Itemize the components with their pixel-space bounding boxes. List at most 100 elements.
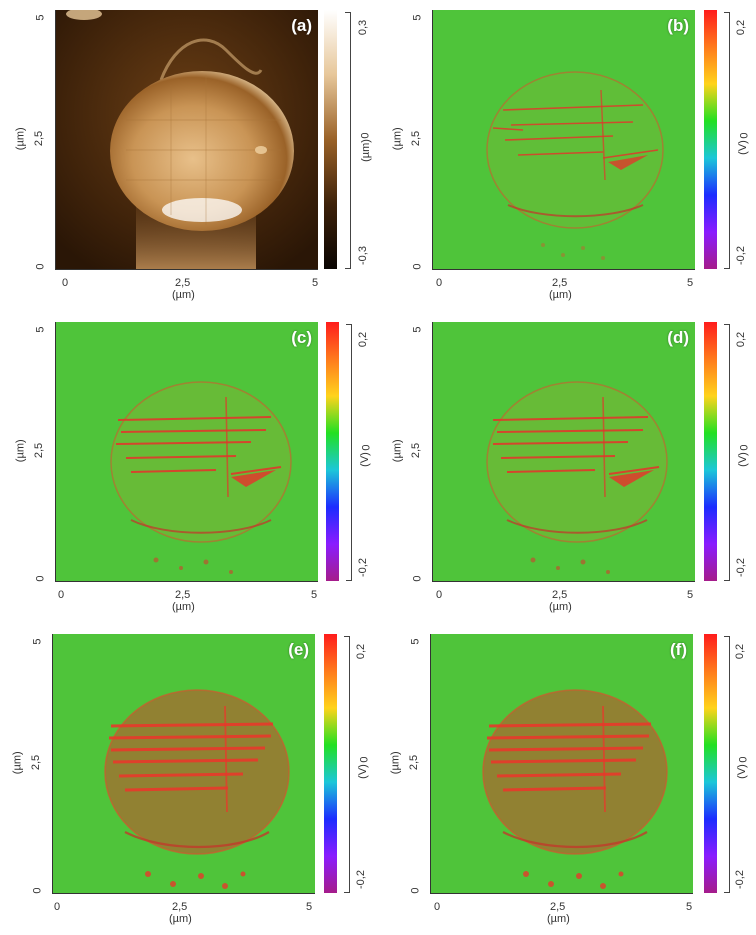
panel-c-colorbar-bracket <box>346 324 352 581</box>
panel-a-cb-top: 0,3 <box>357 19 370 36</box>
panel-d-label: (d) <box>667 328 689 347</box>
panel-f-cb-top: 0,2 <box>734 643 747 660</box>
panel-c: (c) 5 2,5 0 (µm) 0 2,5 5 (µm) 0,2 0 (V) … <box>0 312 378 624</box>
panel-d-xtick-right: 5 <box>687 589 694 601</box>
panel-c-colorbar <box>326 322 339 581</box>
panel-f-ylabel: (µm) <box>389 751 402 775</box>
panel-f-colorbar <box>704 634 717 893</box>
panel-d-image: (d) <box>432 322 695 582</box>
panel-b-label: (b) <box>667 16 689 35</box>
panel-c-ytick-mid: 2,5 <box>33 442 46 459</box>
panel-f-ytick-mid: 2,5 <box>408 754 421 771</box>
panel-b-ytick-mid: 2,5 <box>410 130 423 147</box>
panel-a-ytick-bottom: 0 <box>34 263 47 270</box>
panel-b-colorbar-bracket <box>724 12 730 269</box>
panel-f-ytick-top: 5 <box>409 638 422 645</box>
panel-d-xlabel: (µm) <box>549 601 572 613</box>
panel-e-ytick-top: 5 <box>31 638 44 645</box>
kpfm-image <box>56 322 318 581</box>
panel-e-label: (e) <box>288 640 309 659</box>
panel-b-xtick-left: 0 <box>436 277 443 289</box>
panel-c-cb-mid: 0 <box>360 444 373 451</box>
panel-e-xtick-left: 0 <box>54 901 61 913</box>
panel-e-colorbar-bracket <box>344 636 350 893</box>
panel-d-xtick-left: 0 <box>436 589 443 601</box>
panel-e-ylabel: (µm) <box>11 751 24 775</box>
panel-f-cb-mid: 0 <box>737 756 750 763</box>
panel-f-xtick-right: 5 <box>686 901 693 913</box>
panel-f-xlabel: (µm) <box>547 913 570 925</box>
panel-a-cb-bottom: -0,3 <box>356 246 369 265</box>
panel-e-xtick-mid: 2,5 <box>172 901 188 913</box>
panel-f-image: (f) <box>430 634 693 894</box>
kpfm-image <box>433 322 695 581</box>
panel-d-ytick-bottom: 0 <box>411 575 424 582</box>
panel-e-ytick-bottom: 0 <box>31 887 44 894</box>
panel-b-ytick-bottom: 0 <box>411 263 424 270</box>
panel-c-xlabel: (µm) <box>172 601 195 613</box>
panel-d-cb-mid: 0 <box>738 444 751 451</box>
panel-b-cb-unit: (V) <box>736 140 749 155</box>
panel-e-colorbar <box>324 634 337 893</box>
panel-c-ylabel: (µm) <box>14 439 27 463</box>
panel-a-xtick-right: 5 <box>312 277 319 289</box>
panel-c-label: (c) <box>291 328 312 347</box>
panel-e-cb-top: 0,2 <box>355 643 368 660</box>
kpfm-image <box>53 634 315 893</box>
panel-f-xtick-left: 0 <box>434 901 441 913</box>
panel-a-xtick-mid: 2,5 <box>175 277 191 289</box>
panel-a-ytick-top: 5 <box>34 14 47 21</box>
panel-d-ytick-top: 5 <box>411 326 424 333</box>
panel-d-ylabel: (µm) <box>391 439 404 463</box>
panel-f-ytick-bottom: 0 <box>409 887 422 894</box>
panel-b-cb-mid: 0 <box>738 132 751 139</box>
panel-b-cb-bottom: -0,2 <box>734 246 747 265</box>
panel-c-xtick-mid: 2,5 <box>175 589 191 601</box>
panel-b-ylabel: (µm) <box>391 127 404 151</box>
panel-b: (b) 5 2,5 0 (µm) 0 2,5 5 (µm) 0,2 0 (V) … <box>378 0 756 312</box>
panel-f-cb-unit: (V) <box>735 764 748 779</box>
panel-b-xtick-right: 5 <box>687 277 694 289</box>
panel-d-colorbar <box>704 322 717 581</box>
panel-d-cb-bottom: -0,2 <box>734 558 747 577</box>
panel-c-image: (c) <box>55 322 318 582</box>
panel-f: (f) 5 2,5 0 (µm) 0 2,5 5 (µm) 0,2 0 (V) … <box>378 624 756 935</box>
panel-a-colorbar-bracket <box>345 12 351 269</box>
panel-c-ytick-bottom: 0 <box>34 575 47 582</box>
panel-e-cb-mid: 0 <box>358 756 371 763</box>
panel-f-xtick-mid: 2,5 <box>550 901 566 913</box>
panel-a-colorbar <box>324 10 337 269</box>
panel-b-ytick-top: 5 <box>411 14 424 21</box>
panel-d-xtick-mid: 2,5 <box>552 589 568 601</box>
panel-e-cb-unit: (V) <box>356 764 369 779</box>
panel-a-xtick-left: 0 <box>62 277 69 289</box>
panel-e-ytick-mid: 2,5 <box>30 754 43 771</box>
panel-e: (e) 5 2,5 0 (µm) 0 2,5 5 (µm) 0,2 0 (V) … <box>0 624 378 935</box>
panel-d-colorbar-bracket <box>724 324 730 581</box>
panel-a-image: (a) <box>55 10 318 270</box>
panel-c-cb-bottom: -0,2 <box>356 558 369 577</box>
panel-a: (a) 5 2,5 0 (µm) 0 2,5 5 (µm) 0,3 0 (µm)… <box>0 0 378 312</box>
panel-a-xlabel: (µm) <box>172 289 195 301</box>
panel-c-cb-top: 0,2 <box>357 331 370 348</box>
panel-c-xtick-right: 5 <box>311 589 318 601</box>
panel-c-ytick-top: 5 <box>34 326 47 333</box>
panel-d-cb-unit: (V) <box>736 452 749 467</box>
panel-b-image: (b) <box>432 10 695 270</box>
panel-a-cb-unit: (µm) <box>359 139 372 162</box>
panel-e-cb-bottom: -0,2 <box>354 870 367 889</box>
panel-e-xtick-right: 5 <box>306 901 313 913</box>
kpfm-image <box>433 10 695 269</box>
panel-f-label: (f) <box>670 640 687 659</box>
panel-b-xtick-mid: 2,5 <box>552 277 568 289</box>
panel-a-ylabel: (µm) <box>14 127 27 151</box>
panel-b-xlabel: (µm) <box>549 289 572 301</box>
panel-c-cb-unit: (V) <box>358 452 371 467</box>
panel-f-cb-bottom: -0,2 <box>733 870 746 889</box>
panel-a-cb-mid: 0 <box>359 132 372 139</box>
panel-a-ytick-mid: 2,5 <box>33 130 46 147</box>
kpfm-image <box>431 634 693 893</box>
panel-d-ytick-mid: 2,5 <box>410 442 423 459</box>
panel-f-colorbar-bracket <box>724 636 730 893</box>
panel-d: (d) 5 2,5 0 (µm) 0 2,5 5 (µm) 0,2 0 (V) … <box>378 312 756 624</box>
